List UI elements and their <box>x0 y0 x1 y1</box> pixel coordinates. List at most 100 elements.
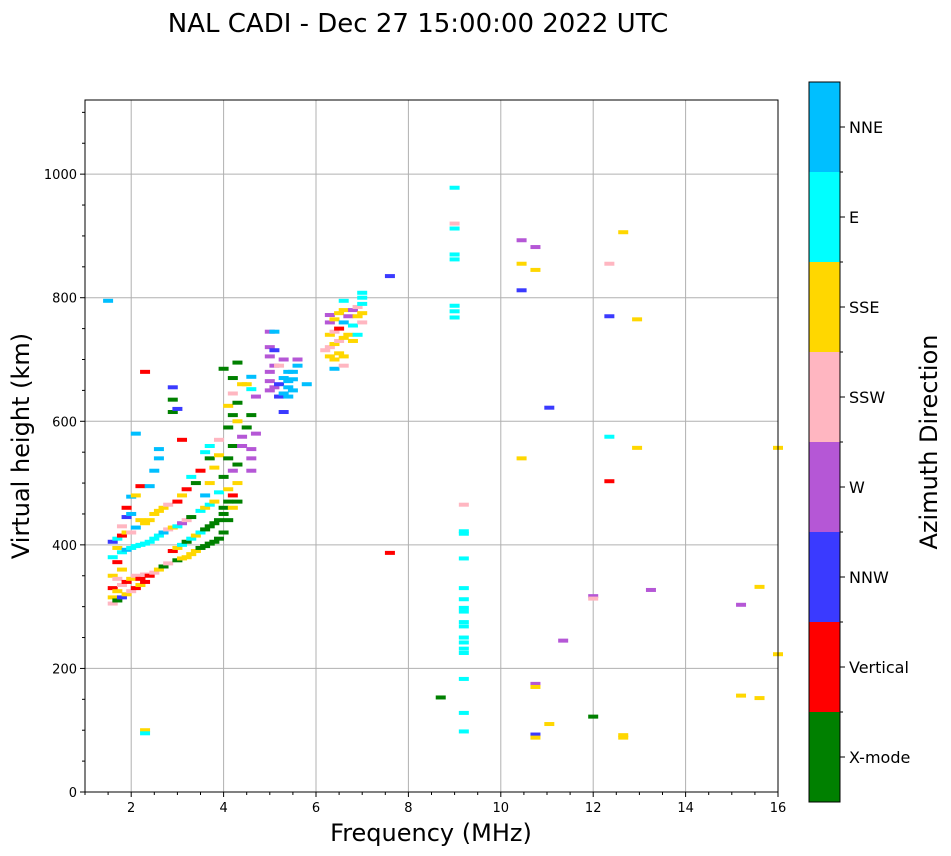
echo-point-sse <box>232 419 243 424</box>
colorbar-swatch <box>809 712 840 802</box>
echo-point-w <box>530 245 541 250</box>
echo-point-x-mode <box>227 413 238 418</box>
echo-point-x-mode <box>167 410 178 415</box>
colorbar-label-ssw: SSW <box>849 388 885 407</box>
echo-point-ssw <box>329 329 340 334</box>
x-tick-label: 4 <box>219 801 227 816</box>
y-axis-label: Virtual height (km) <box>7 333 35 559</box>
echo-point-e <box>112 536 123 541</box>
echo-point-e <box>172 524 183 529</box>
echo-point-e <box>458 640 469 645</box>
x-tick-label: 6 <box>312 801 320 816</box>
echo-point-sse <box>186 552 197 557</box>
echo-point-w <box>324 320 335 325</box>
echo-point-nnw <box>121 515 132 520</box>
echo-point-nne <box>278 391 289 396</box>
echo-point-x-mode <box>204 524 215 529</box>
echo-point-w <box>736 602 747 607</box>
x-tick-label: 8 <box>404 801 412 816</box>
echo-point-e <box>449 303 460 308</box>
echo-point-x-mode <box>190 481 201 486</box>
echo-point-ssw <box>181 518 192 523</box>
echo-point-sse <box>116 567 127 572</box>
echo-point-nnw <box>604 314 615 319</box>
echo-point-nne <box>329 366 340 371</box>
echo-point-ssw <box>449 221 460 226</box>
echo-point-sse <box>126 576 137 581</box>
echo-point-x-mode <box>227 376 238 381</box>
echo-point-ssw <box>116 583 127 588</box>
echo-point-sse <box>227 505 238 510</box>
echo-point-sse <box>347 338 358 343</box>
echo-point-w <box>250 394 261 399</box>
echo-point-w <box>530 681 541 686</box>
echo-point-ssw <box>213 437 224 442</box>
colorbar-swatch <box>809 82 840 172</box>
echo-point-sse <box>329 342 340 347</box>
echo-point-w <box>264 345 275 350</box>
echo-point-x-mode <box>209 539 220 544</box>
echo-point-e <box>338 298 349 303</box>
echo-point-sse <box>153 508 164 513</box>
y-tick-label: 1000 <box>44 168 77 183</box>
echo-point-sse <box>736 693 747 698</box>
y-tick-label: 0 <box>69 786 77 801</box>
echo-point-nnw <box>116 595 127 600</box>
plot-area <box>85 100 778 792</box>
echo-point-nne <box>278 376 289 381</box>
echo-point-sse <box>530 267 541 272</box>
echo-point-ssw <box>163 502 174 507</box>
echo-point-e <box>195 508 206 513</box>
echo-point-nne <box>287 388 298 393</box>
echo-point-nnw <box>274 382 285 387</box>
echo-point-nne <box>287 377 298 382</box>
echo-point-sse <box>223 487 234 492</box>
colorbar-swatch <box>809 262 840 352</box>
echo-point-x-mode <box>213 536 224 541</box>
echo-point-ssw <box>604 261 615 266</box>
echo-point-x-mode <box>232 360 243 365</box>
echo-point-sse <box>754 696 765 701</box>
echo-point-vertical <box>121 505 132 510</box>
echo-point-sse <box>149 511 160 516</box>
echo-point-e <box>458 609 469 614</box>
echo-point-x-mode <box>435 695 446 700</box>
echo-point-sse <box>209 465 220 470</box>
echo-point-vertical <box>116 533 127 538</box>
colorbar-label-w: W <box>849 478 865 497</box>
echo-point-vertical <box>334 326 345 331</box>
echo-point-e <box>458 605 469 610</box>
echo-point-e <box>458 729 469 734</box>
echo-point-ssw <box>352 304 363 309</box>
echo-point-x-mode <box>241 425 252 430</box>
echo-point-sse <box>140 728 151 733</box>
echo-point-ssw <box>357 320 368 325</box>
echo-point-nnw <box>269 348 280 353</box>
echo-point-e <box>186 474 197 479</box>
echo-point-e <box>116 550 127 555</box>
chart-title: NAL CADI - Dec 27 15:00:00 2022 UTC <box>168 9 668 39</box>
echo-point-sse <box>223 403 234 408</box>
echo-point-ssw <box>112 576 123 581</box>
echo-point-sse <box>135 518 146 523</box>
echo-point-vertical <box>167 549 178 554</box>
colorbar-frame <box>808 81 841 803</box>
colorbar-label-nnw: NNW <box>849 568 889 587</box>
echo-point-ssw <box>126 530 137 535</box>
y-tick-label: 400 <box>52 539 77 554</box>
echo-point-e <box>449 185 460 190</box>
echo-point-w <box>343 314 354 319</box>
echo-point-w <box>246 456 257 461</box>
echo-point-w <box>227 468 238 473</box>
echo-point-e <box>204 502 215 507</box>
echo-point-e <box>449 226 460 231</box>
echo-point-sse <box>516 261 527 266</box>
echo-point-sse <box>530 735 541 740</box>
echo-point-sse <box>329 317 340 322</box>
echo-point-sse <box>530 684 541 689</box>
echo-point-ssw <box>227 391 238 396</box>
echo-point-sse <box>357 311 368 316</box>
echo-point-ssw <box>458 502 469 507</box>
y-axis-ticks: 0 200 400 600 800 1000 <box>44 111 85 801</box>
echo-point-nnw <box>516 288 527 293</box>
